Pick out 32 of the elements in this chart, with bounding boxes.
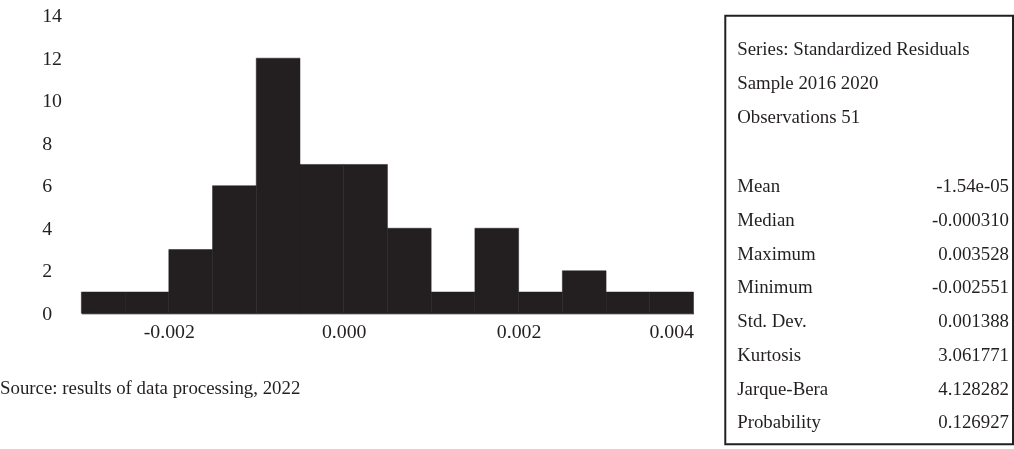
y-tick-label: 14	[42, 4, 63, 27]
x-tick-label: 0.000	[321, 319, 367, 342]
text: 0.001388	[938, 310, 1010, 332]
text: 0.003528	[938, 242, 1010, 264]
text: Sample 2016 2020	[737, 72, 879, 94]
text: Maximum	[737, 242, 817, 264]
text: Std. Dev.	[737, 310, 807, 332]
text: 0.126927	[938, 411, 1010, 433]
text: Kurtosis	[737, 343, 802, 365]
x-tick-label: 0.002	[496, 319, 542, 342]
text: Median	[737, 208, 796, 230]
x-tick-label: -0.002	[143, 319, 195, 342]
y-tick-label: 0	[42, 301, 53, 324]
text: -1.54e-05	[936, 175, 1010, 197]
text: Jarque-Bera	[737, 377, 829, 399]
x-tick-label: 0.004	[649, 319, 695, 342]
y-tick-label: 6	[42, 174, 53, 197]
source-note: Source: results of data processing, 2022	[0, 376, 301, 398]
y-tick-label: 10	[42, 89, 63, 112]
text: Observations 51	[737, 105, 861, 127]
text: 3.061771	[938, 343, 1010, 365]
text: Minimum	[737, 276, 813, 298]
y-tick-label: 8	[42, 131, 53, 154]
text: Probability	[737, 411, 822, 433]
y-tick-label: 2	[42, 259, 53, 282]
y-tick-label: 4	[42, 216, 53, 239]
text: 4.128282	[938, 377, 1010, 399]
text: Mean	[737, 175, 781, 197]
text: -0.000310	[932, 208, 1010, 230]
text: -0.002551	[932, 276, 1010, 298]
text: Series: Standardized Residuals	[737, 38, 970, 60]
y-tick-label: 12	[42, 46, 62, 69]
